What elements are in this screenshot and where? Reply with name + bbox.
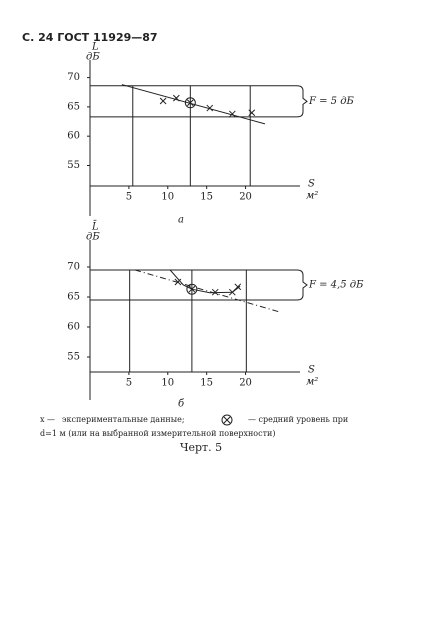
y-axis-unit: дБ (86, 232, 100, 243)
legend-cross-text: экспериментальные данные; (62, 415, 185, 424)
cross-point (234, 283, 242, 291)
limit-bracket (296, 85, 308, 118)
mean-point (184, 97, 196, 109)
x-axis-label: S (308, 179, 315, 190)
fit-line (169, 269, 241, 294)
mean-circle (186, 283, 198, 295)
cross-point (159, 97, 167, 105)
x-tick-label: 5 (126, 378, 132, 389)
y-tick-label: 55 (67, 352, 80, 363)
y-tick-label: 55 (67, 160, 80, 171)
y-tick-label: 65 (67, 101, 80, 112)
y-axis-label: L (91, 42, 99, 53)
y-axis-label: L̄ (91, 221, 99, 233)
y-axis-unit: дБ (86, 52, 100, 63)
x-tick-label: 15 (200, 378, 213, 389)
y-tick-label: 65 (67, 292, 80, 303)
x-tick-label: 15 (200, 192, 213, 203)
figure-label: Черт. 5 (180, 441, 222, 454)
cross-point (206, 104, 214, 112)
page-header: С. 24 ГОСТ 11929—87 (22, 31, 158, 44)
x-axis-label: S (308, 365, 315, 376)
limit-label: F = 4,5 дБ (308, 280, 364, 291)
x-axis-unit: м² (306, 377, 318, 388)
mean-circle (184, 97, 196, 109)
x-tick-label: 10 (161, 378, 174, 389)
y-tick-label: 60 (67, 322, 80, 333)
x-tick-label: 20 (239, 192, 252, 203)
legend-mean-text: — средний уровень при (248, 415, 348, 424)
x-tick-label: 10 (161, 192, 174, 203)
legend-mean-icon-x (223, 416, 231, 424)
cross-point (248, 109, 256, 117)
y-tick-label: 70 (67, 72, 80, 83)
legend-line2: d=1 м (или на выбранной измерительной по… (40, 429, 275, 438)
y-tick-label: 70 (67, 262, 80, 273)
fit-line (121, 84, 266, 125)
limit-bracket (296, 269, 308, 301)
x-tick-label: 20 (239, 378, 252, 389)
chart-caption: б (178, 399, 185, 410)
mean-cross (186, 99, 194, 107)
x-axis-unit: м² (306, 191, 318, 202)
legend-cross: x — (40, 415, 55, 424)
y-tick-label: 60 (67, 131, 80, 142)
fit-line (134, 269, 280, 313)
chart-caption: а (178, 215, 184, 226)
x-tick-label: 5 (126, 192, 132, 203)
limit-label: F = 5 дБ (308, 96, 355, 107)
legend-mean-icon (221, 414, 233, 426)
